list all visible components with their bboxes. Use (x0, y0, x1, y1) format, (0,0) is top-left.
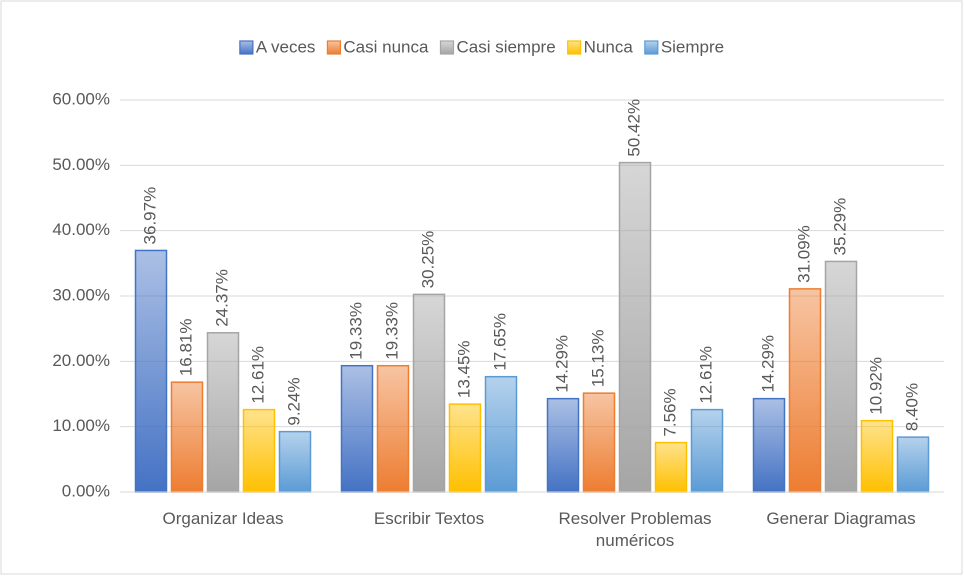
data-label: 13.45% (454, 340, 473, 398)
bar (788, 288, 822, 493)
legend-label: Nunca (584, 37, 634, 56)
legend-label: Siempre (661, 37, 724, 56)
data-label: 24.37% (212, 269, 231, 327)
data-label: 15.13% (588, 329, 607, 387)
bar (242, 408, 276, 493)
legend-swatch (439, 40, 455, 55)
bar (824, 260, 858, 493)
bar (376, 364, 410, 493)
legend-swatch (239, 40, 254, 55)
legend-label: Casi nunca (343, 37, 429, 56)
bar (484, 375, 518, 493)
y-tick-label: 20.00% (52, 351, 110, 370)
bar (170, 381, 204, 493)
bar (860, 419, 894, 493)
data-label: 19.33% (346, 302, 365, 360)
y-tick-label: 50.00% (52, 155, 110, 174)
legend-label: A veces (256, 37, 316, 56)
legend-label: Casi siempre (456, 37, 555, 56)
y-tick-label: 30.00% (52, 285, 110, 304)
data-label: 36.97% (140, 187, 159, 245)
data-label: 12.61% (248, 346, 267, 404)
bar (896, 436, 930, 493)
bar (206, 332, 240, 493)
x-tick-label: Organizar Ideas (162, 509, 284, 528)
y-tick-label: 40.00% (52, 220, 110, 239)
y-tick-label: 60.00% (52, 89, 110, 108)
bar (654, 441, 688, 493)
x-tick-label: Generar Diagramas (766, 509, 916, 528)
bar (134, 249, 168, 493)
legend-swatch (644, 40, 659, 55)
bar (278, 430, 312, 493)
data-label: 10.92% (866, 357, 885, 415)
bar (582, 392, 616, 493)
data-label: 50.42% (624, 99, 643, 157)
data-label: 16.81% (176, 319, 195, 377)
bar (690, 408, 724, 493)
y-tick-label: 10.00% (52, 416, 110, 435)
data-label: 17.65% (490, 313, 509, 371)
bar (618, 161, 652, 493)
x-tick-label: Resolver Problemas numéricos (558, 509, 712, 550)
bar (448, 403, 482, 493)
data-label: 12.61% (696, 346, 715, 404)
data-label: 8.40% (902, 383, 921, 431)
x-tick-label: Escribir Textos (373, 509, 485, 528)
legend-swatch (326, 40, 342, 55)
data-label: 31.09% (794, 225, 813, 283)
bar (752, 397, 786, 493)
data-label: 14.29% (552, 335, 571, 393)
data-label: 30.25% (418, 231, 437, 289)
data-label: 19.33% (382, 302, 401, 360)
bar (412, 293, 446, 493)
bar (546, 397, 580, 493)
data-label: 9.24% (284, 377, 303, 425)
data-label: 7.56% (660, 388, 679, 436)
bar (340, 364, 374, 493)
y-tick-label: 0.00% (62, 481, 110, 500)
data-label: 35.29% (830, 198, 849, 256)
data-label: 14.29% (758, 335, 777, 393)
legend-swatch (567, 40, 582, 55)
